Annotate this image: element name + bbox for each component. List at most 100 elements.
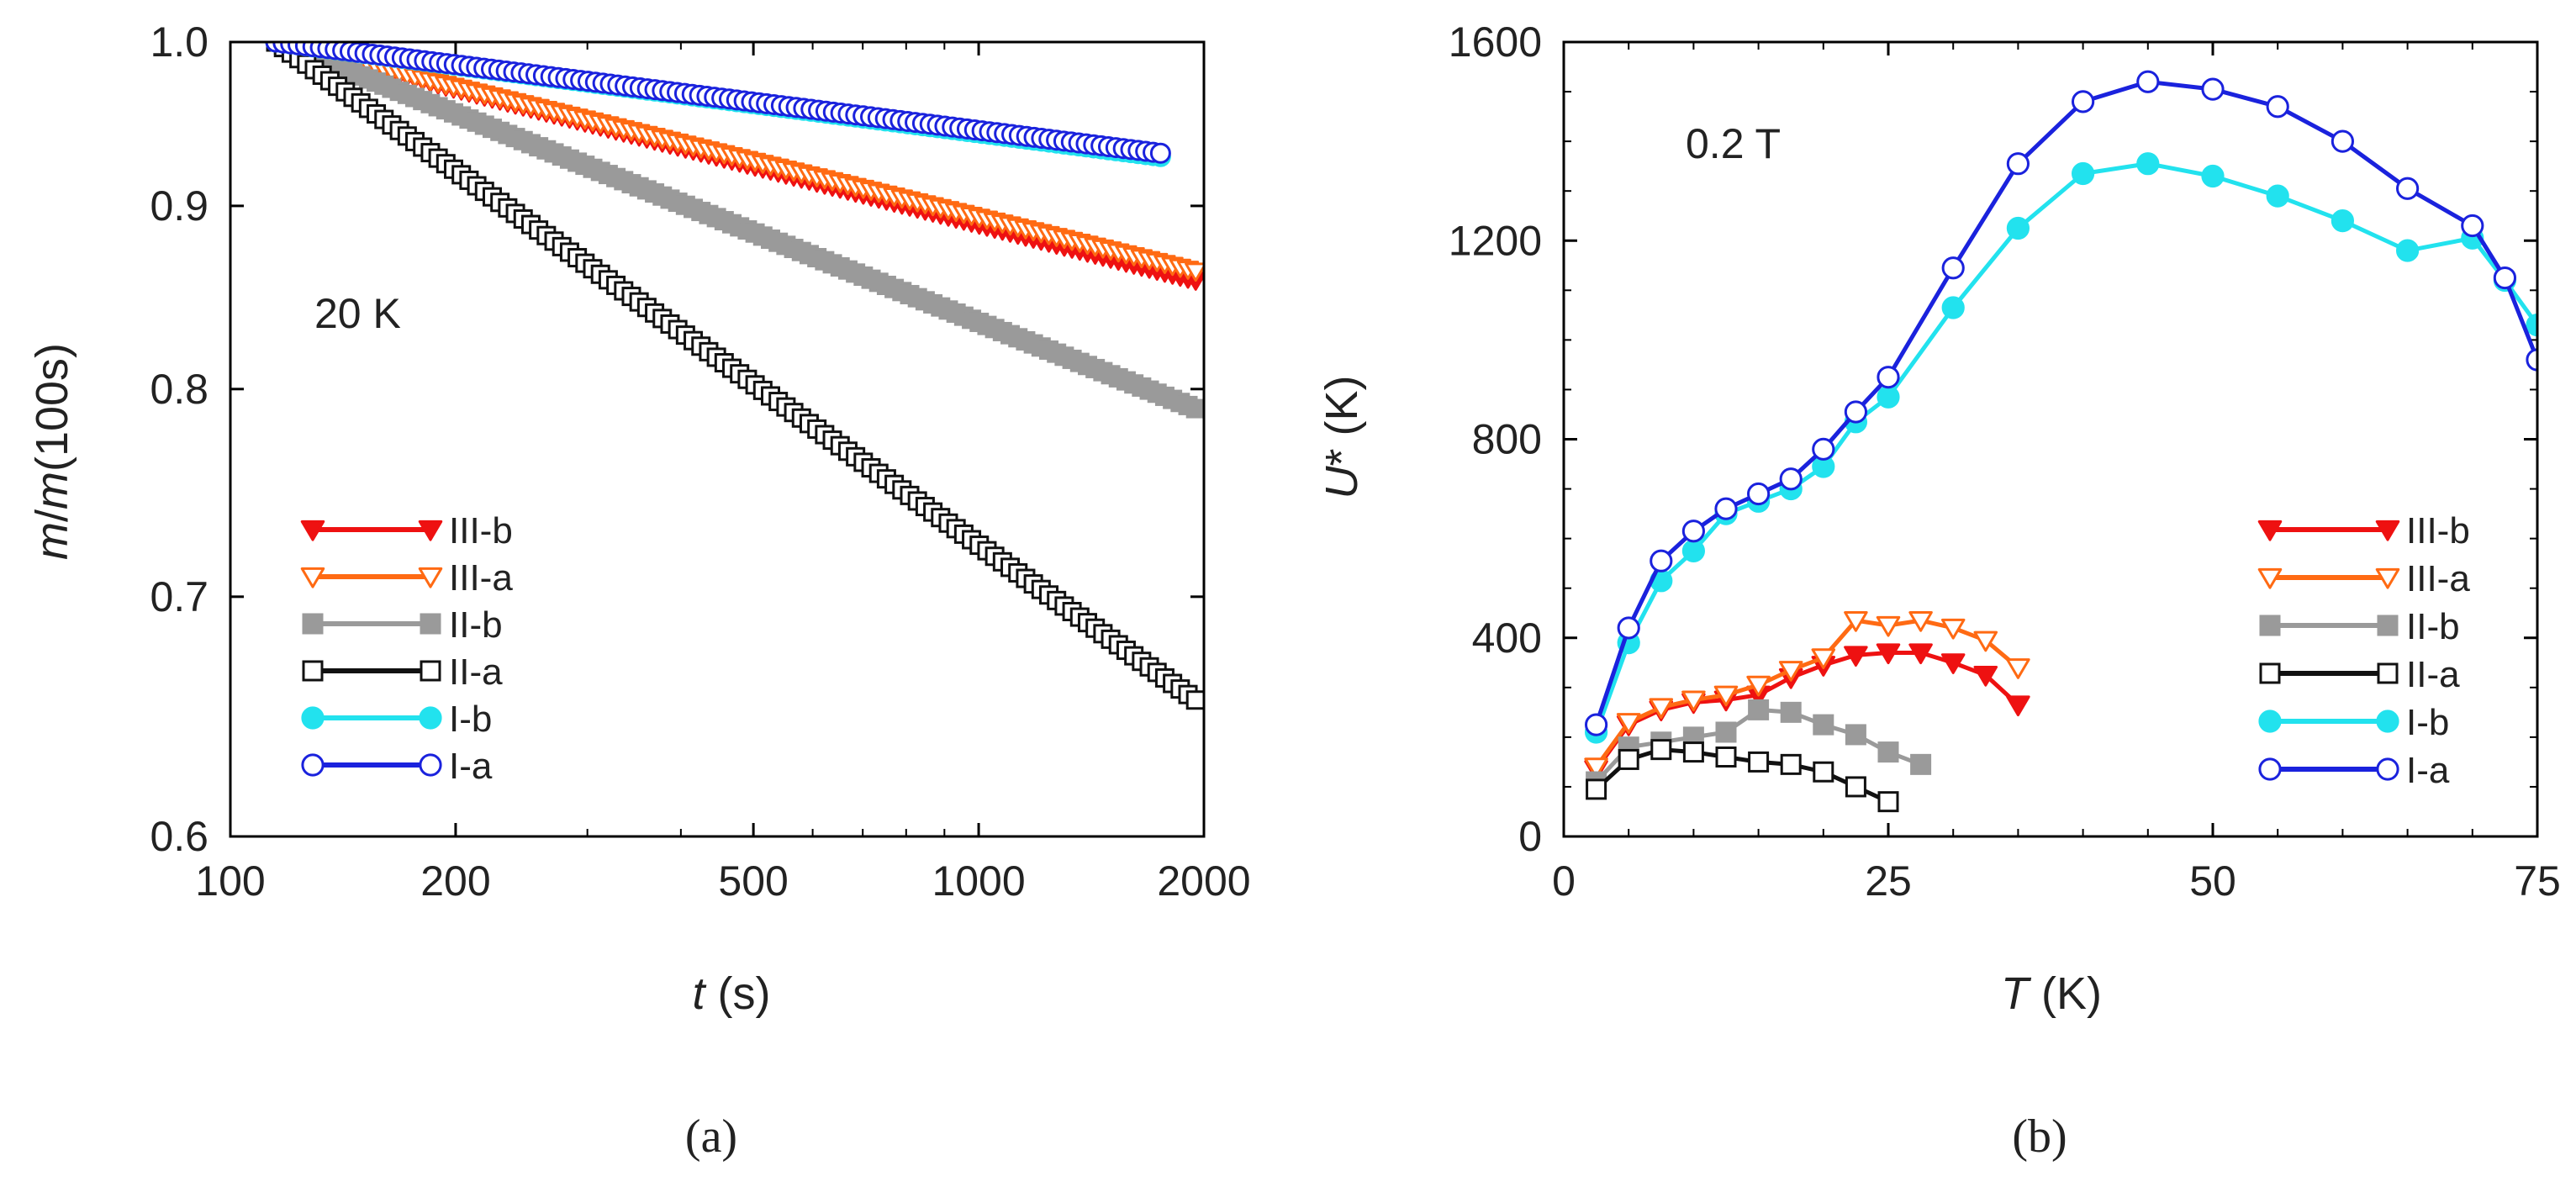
data-point	[2201, 77, 2225, 101]
y-tick-label: 400	[1472, 615, 1542, 662]
y-tick-label: 1600	[1449, 18, 1542, 66]
panel-b-series	[1584, 70, 2537, 813]
legend-label: II-b	[2406, 606, 2460, 647]
legend-marker	[2258, 757, 2282, 781]
legend-item-III-b: III-b	[300, 510, 513, 551]
legend-item-II-b: II-b	[2259, 606, 2460, 647]
legend-label: I-b	[449, 699, 492, 740]
data-point	[2006, 216, 2030, 240]
data-point	[1845, 776, 1866, 798]
plot-area	[265, 42, 1204, 710]
legend-marker	[2377, 662, 2399, 684]
data-point	[1811, 648, 1836, 669]
plot-area	[1584, 70, 2537, 813]
data-point	[1844, 400, 1867, 424]
data-point	[1714, 497, 1738, 520]
legend-marker	[2376, 757, 2399, 781]
panel-b-x-axis-label: T (K)	[2001, 968, 2102, 1019]
y-tick-label: 0.8	[150, 366, 209, 413]
data-point	[1780, 701, 1802, 723]
panel-b-frame	[1562, 40, 2539, 838]
legend-label: I-a	[2406, 750, 2450, 791]
data-point	[1845, 724, 1866, 746]
data-point	[1908, 643, 1933, 665]
data-point	[1908, 611, 1933, 632]
y-tick-label: 1200	[1449, 217, 1542, 264]
y-var-b: m	[27, 472, 77, 509]
data-point	[1844, 646, 1868, 667]
data-point	[1185, 398, 1204, 419]
data-point	[1813, 761, 1834, 783]
data-point	[1779, 467, 1803, 491]
legend-item-II-b: II-b	[302, 604, 503, 646]
series-III-a	[268, 42, 1204, 282]
series-I-a	[1585, 70, 2537, 736]
x-tick-label: 2000	[1157, 857, 1250, 905]
series-III-a	[1584, 611, 2030, 778]
data-point	[2266, 95, 2289, 119]
legend-marker	[302, 660, 324, 682]
data-point	[1877, 385, 1900, 409]
series-II-a	[1586, 739, 1899, 813]
legend-marker	[2375, 567, 2400, 589]
data-point	[1713, 685, 1739, 707]
legend-label: III-a	[2406, 558, 2470, 599]
series-II-a	[266, 42, 1204, 710]
data-point	[1941, 256, 1965, 280]
data-point	[1682, 741, 1704, 763]
data-point	[1778, 661, 1803, 682]
x-variable: T	[2001, 968, 2032, 1019]
y-tick-label: 0	[1518, 813, 1542, 860]
legend-item-I-a: I-a	[301, 746, 493, 787]
x-unit: (s)	[705, 968, 771, 1019]
legend-label: II-b	[449, 604, 503, 646]
legend-item-II-a: II-a	[302, 652, 503, 693]
x-tick-label: 75	[2514, 857, 2561, 905]
legend-item-III-a: III-a	[300, 557, 513, 599]
legend-label: III-b	[449, 510, 513, 551]
data-point	[1746, 675, 1771, 697]
y-variable: U	[1317, 466, 1367, 499]
data-point	[1747, 482, 1771, 506]
data-point	[1940, 618, 1966, 640]
x-variable: t	[693, 968, 707, 1019]
legend-label: I-a	[449, 746, 493, 787]
legend-item-III-b: III-b	[2257, 510, 2470, 551]
series-I-a	[265, 42, 1171, 164]
data-point	[1681, 690, 1706, 712]
legend-item-I-b: I-b	[2258, 702, 2449, 743]
data-point	[1748, 751, 1770, 773]
series-line	[1594, 161, 2537, 733]
legend-marker	[418, 567, 443, 588]
data-point	[1650, 739, 1672, 761]
data-point	[1940, 653, 1966, 674]
panel-b-annotation: 0.2 T	[1686, 120, 1781, 167]
data-point	[1586, 778, 1607, 800]
legend-item-I-b: I-b	[301, 699, 492, 740]
legend-marker	[301, 753, 325, 777]
y-sep: /	[27, 509, 77, 522]
data-point	[1618, 748, 1639, 770]
data-point	[2136, 70, 2160, 93]
data-point	[1584, 757, 1608, 778]
legend-label: III-b	[2406, 510, 2470, 551]
data-point	[1185, 262, 1204, 282]
y-tick-label: 800	[1472, 416, 1542, 463]
data-point	[1681, 520, 1706, 543]
legend-marker	[2258, 710, 2282, 733]
data-point	[1877, 366, 1900, 389]
legend-item-I-a: I-a	[2258, 750, 2450, 791]
legend-marker	[301, 706, 325, 730]
legend-marker	[2257, 520, 2283, 541]
legend-marker	[300, 520, 325, 541]
panel-b-caption: (b)	[2012, 1111, 2067, 1163]
x-tick-label: 200	[420, 857, 490, 905]
legend-marker	[2376, 710, 2399, 733]
panel-b-y-axis-label: U* (K)	[1317, 375, 1367, 499]
data-point	[1748, 699, 1770, 720]
legend-marker	[2375, 520, 2400, 541]
data-point	[2396, 177, 2420, 200]
legend-marker	[2259, 615, 2281, 636]
x-tick-label: 50	[2189, 857, 2236, 905]
